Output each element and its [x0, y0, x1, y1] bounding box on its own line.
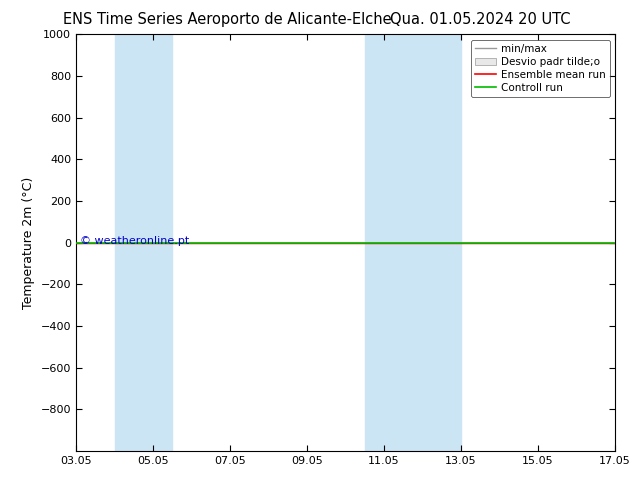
Text: ENS Time Series Aeroporto de Alicante-Elche: ENS Time Series Aeroporto de Alicante-El…: [63, 12, 392, 27]
Y-axis label: Temperature 2m (°C): Temperature 2m (°C): [22, 176, 35, 309]
Bar: [115, 34, 172, 451]
Text: © weatheronline.pt: © weatheronline.pt: [80, 236, 189, 246]
Legend: min/max, Desvio padr tilde;o, Ensemble mean run, Controll run: min/max, Desvio padr tilde;o, Ensemble m…: [470, 40, 610, 97]
Bar: [365, 34, 461, 451]
Text: Qua. 01.05.2024 20 UTC: Qua. 01.05.2024 20 UTC: [390, 12, 571, 27]
